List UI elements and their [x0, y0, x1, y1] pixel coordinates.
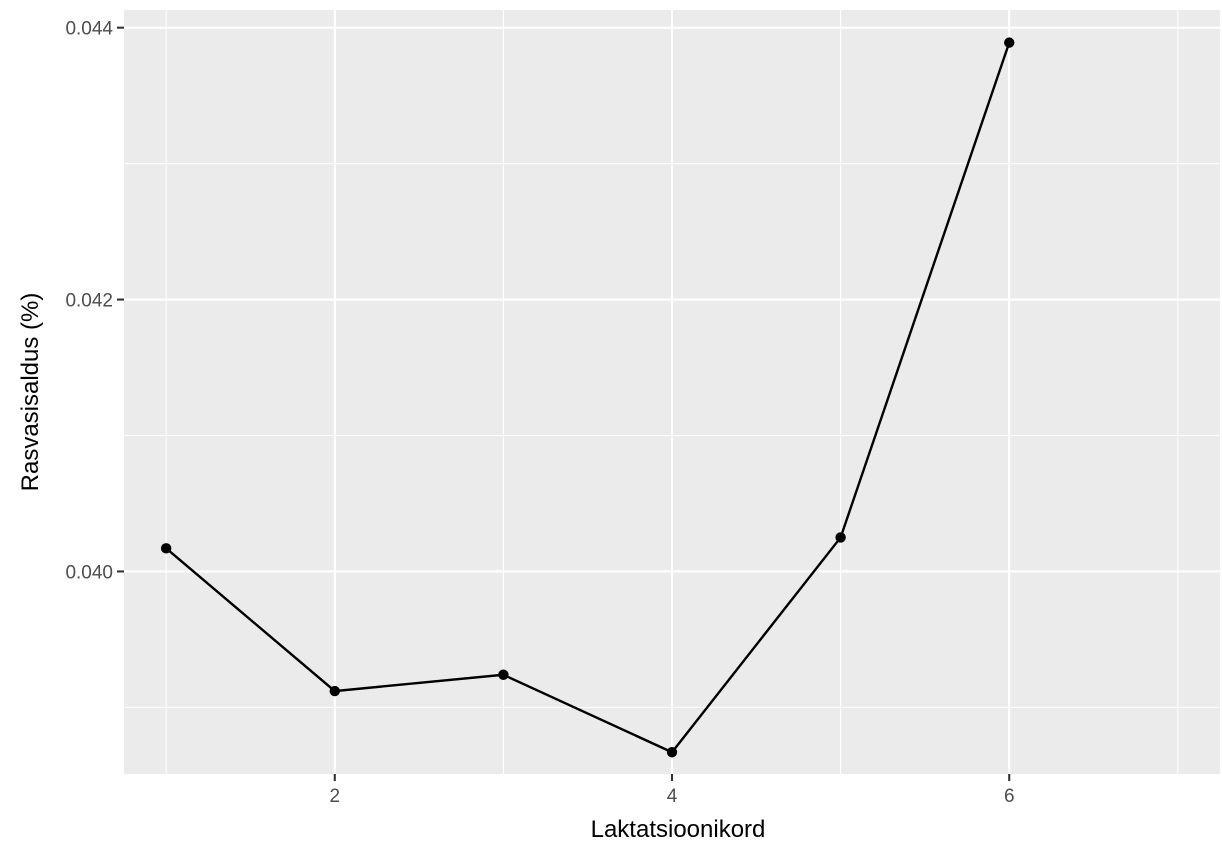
x-tick-label: 4: [667, 786, 678, 807]
data-point: [835, 532, 846, 543]
data-point: [498, 669, 509, 680]
y-tick-label: 0.044: [65, 19, 113, 40]
x-tick-label: 2: [329, 786, 340, 807]
x-axis-title: Laktatsioonikord: [591, 816, 766, 843]
series: [160, 37, 1015, 758]
grid-lines: [124, 10, 1220, 774]
y-axis-title: Rasvasisaldus (%): [17, 293, 44, 492]
axes: 2 4 6 0.040 0.042 0.044: [65, 19, 1014, 807]
series-line: [165, 42, 1011, 754]
x-tick-label: 6: [1004, 786, 1015, 807]
data-point: [329, 685, 340, 697]
data-point: [160, 543, 172, 554]
y-tick-label: 0.040: [65, 562, 113, 583]
data-point: [1004, 37, 1015, 48]
data-point: [666, 747, 678, 758]
y-tick-label: 0.042: [65, 291, 113, 312]
